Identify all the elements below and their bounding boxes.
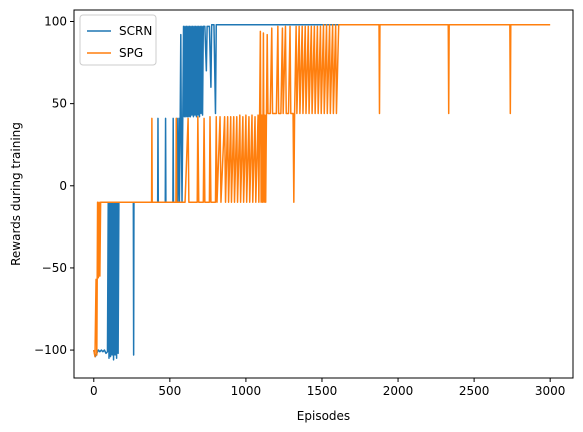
x-axis-label: Episodes: [297, 409, 350, 423]
x-tick-label: 2000: [383, 384, 414, 398]
plot-lines: [93, 24, 551, 361]
x-tick-label: 500: [158, 384, 181, 398]
y-tick-label: 50: [52, 97, 67, 111]
legend-label-scrn: SCRN: [119, 24, 152, 38]
x-tick-label: 1500: [307, 384, 338, 398]
x-axis: 0 500 1000 1500 2000 2500 3000: [90, 378, 565, 398]
x-tick-label: 3000: [535, 384, 566, 398]
y-tick-label: −100: [34, 343, 67, 357]
series-line-spg: [93, 24, 551, 358]
x-tick-label: 2500: [459, 384, 490, 398]
y-tick-label: −50: [42, 261, 67, 275]
x-tick-label: 1000: [231, 384, 262, 398]
series-line-scrn: [93, 24, 345, 361]
plot-frame: [73, 9, 574, 379]
y-tick-label: 0: [59, 179, 67, 193]
legend-label-spg: SPG: [119, 46, 143, 60]
legend-box: [79, 14, 157, 66]
legend: SCRN SPG: [79, 14, 157, 66]
y-axis: −100 −50 0 50 100: [34, 15, 74, 357]
x-tick-label: 0: [90, 384, 98, 398]
y-axis-label: Rewards during training: [9, 122, 23, 266]
y-tick-label: 100: [44, 15, 67, 29]
